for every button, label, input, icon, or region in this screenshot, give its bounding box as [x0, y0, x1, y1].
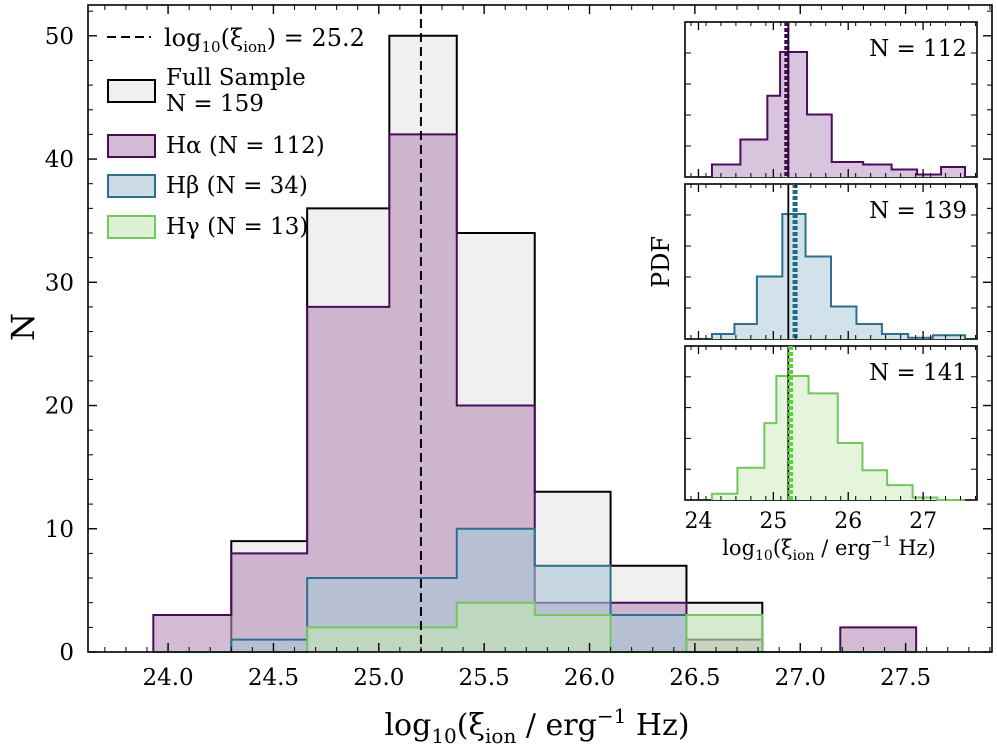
inset-hist-fill: [711, 214, 966, 339]
legend-halpha-label: Hα (N = 112): [166, 133, 325, 159]
inset-panel-2: N = 139: [684, 183, 978, 340]
legend-hgamma-label: Hγ (N = 13): [166, 214, 308, 240]
x-tick-label: 25.0: [353, 665, 404, 691]
legend-full-sample-label-line2: N = 159: [166, 91, 264, 117]
legend-hbeta-swatch: [107, 174, 156, 198]
inset-y-axis-label: PDF: [647, 236, 675, 288]
y-tick-label: 30: [45, 270, 74, 296]
inset-x-axis-label: log10(ξion / erg−1 Hz): [722, 534, 936, 564]
main-axes: 24.0 24.5 25.0 25.5 26.0 26.5 27.0 27.5 0 10 20 30 4…: [45, 4, 993, 691]
x-tick-label: 24.5: [248, 665, 299, 691]
x-tick-label: 27.0: [775, 665, 826, 691]
hist-fill-h: [153, 528, 917, 652]
main-histogram-bars: [152, 34, 918, 653]
x-tick-label: 25.5: [459, 665, 510, 691]
y-tick-label: 50: [45, 24, 74, 50]
inset-count-label: N = 139: [869, 198, 967, 224]
inset-count-label: N = 141: [869, 360, 967, 386]
inset-hist-outline: [710, 51, 967, 177]
legend-vline-label: log10(ξion) = 25.2: [164, 24, 365, 56]
hist-outline-h: [153, 601, 917, 653]
legend-full-sample-label-line1: Full Sample: [166, 65, 306, 91]
legend-hbeta-label: Hβ (N = 34): [166, 173, 308, 199]
y-axis-label: N: [4, 313, 42, 341]
legend-halpha-swatch: [107, 134, 156, 158]
inset-panel-1: N = 112: [684, 21, 978, 178]
hist-fill-h: [153, 134, 917, 652]
y-tick-label: 40: [45, 147, 74, 173]
inset-hist-fill: [711, 376, 966, 500]
y-tick-label: 0: [59, 640, 74, 666]
x-axis-label: log10(ξion / erg−1 Hz): [384, 704, 689, 747]
legend: log10(ξion) = 25.2 Full Sample N = 159 H…: [107, 24, 365, 240]
x-tick-label: 26.5: [669, 665, 720, 691]
inset-x-tick-label: 27: [909, 509, 937, 534]
inset-x-tick-label: 24: [684, 509, 712, 534]
inset-hist-outline: [710, 375, 966, 501]
inset-panel-3: N = 141 24 25 26 27: [684, 345, 978, 534]
y-tick-label: 10: [45, 517, 74, 543]
legend-hgamma-swatch: [107, 215, 156, 239]
inset-x-tick-label: 26: [834, 509, 862, 534]
x-tick-label: 26.0: [564, 665, 615, 691]
inset-panels: N = 112 N = 139 N = 141 24 25 26 27: [684, 21, 978, 534]
inset-hist-outline: [710, 213, 967, 339]
y-tick-label: 20: [45, 394, 74, 420]
inset-x-tick-label: 25: [759, 509, 787, 534]
x-tick-label: 24.0: [142, 665, 193, 691]
main-axes-frame: [87, 4, 993, 653]
inset-count-label: N = 112: [869, 36, 967, 62]
x-tick-label: 27.5: [880, 665, 931, 691]
inset-hist-fill: [711, 52, 966, 177]
legend-full-sample-swatch: [107, 79, 156, 103]
